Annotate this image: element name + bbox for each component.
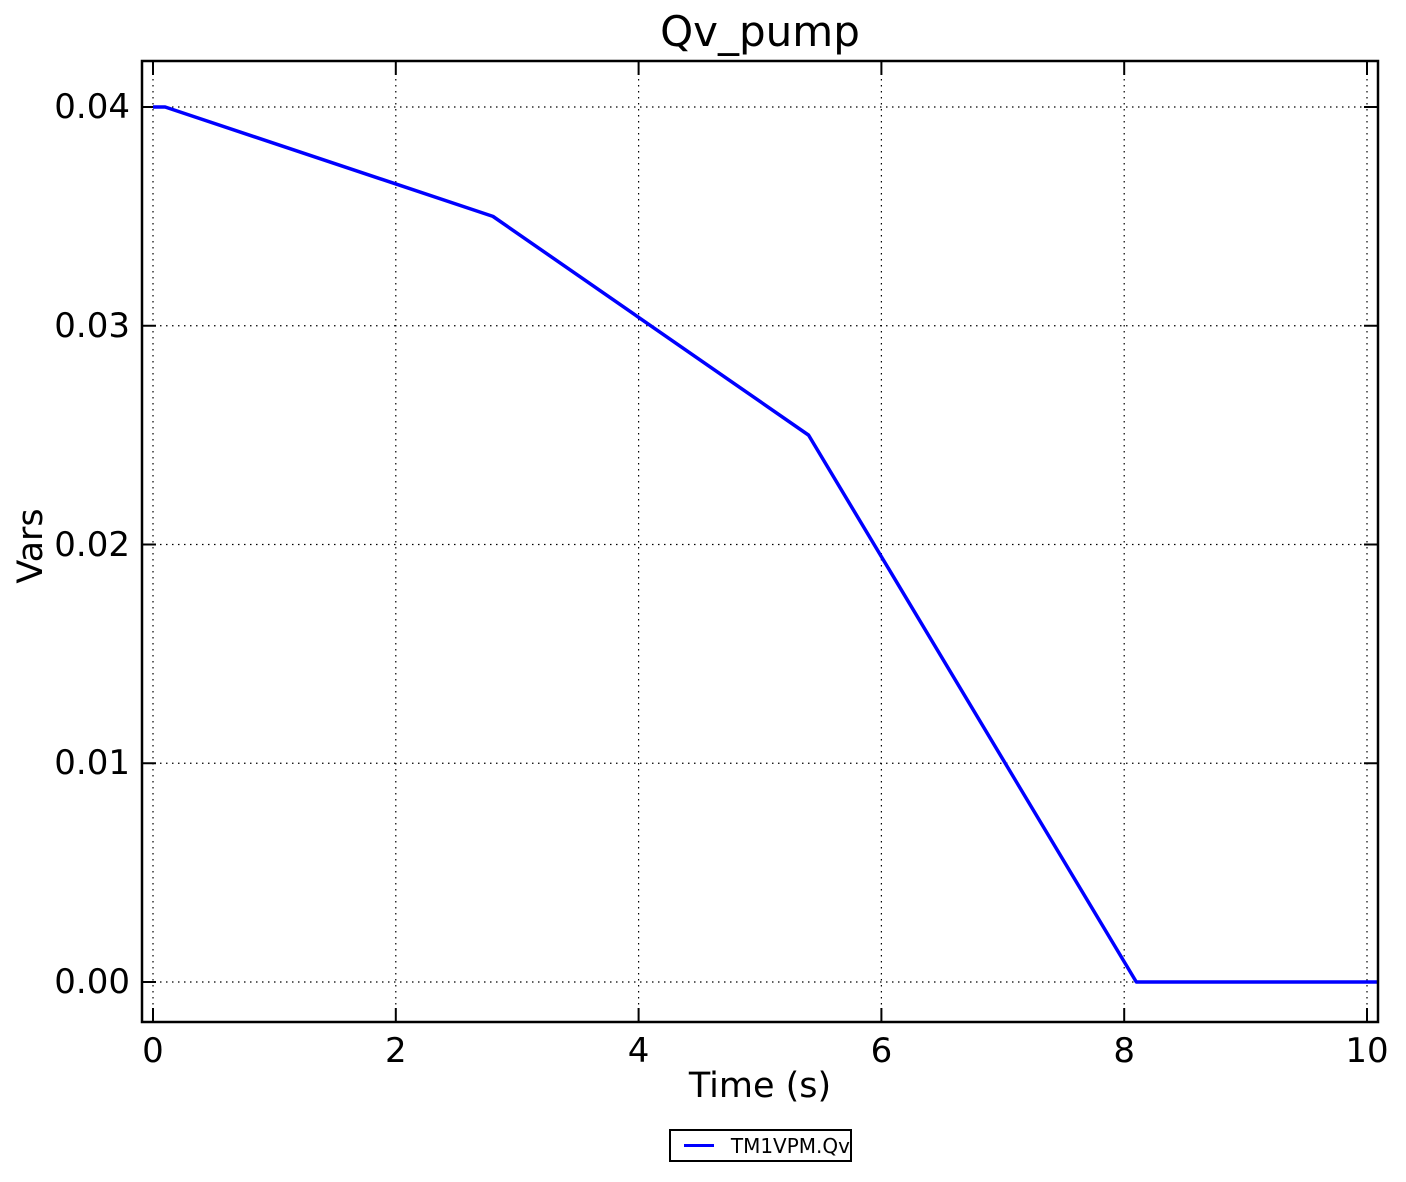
chart-title: Qv_pump bbox=[660, 7, 860, 56]
y-tick-label: 0.01 bbox=[54, 743, 130, 784]
plot-frame bbox=[140, 59, 1380, 1024]
x-axis-label: Time (s) bbox=[688, 1066, 832, 1106]
legend-line-swatch bbox=[684, 1144, 714, 1147]
data-line bbox=[153, 105, 1378, 984]
x-tick-label: 0 bbox=[142, 1031, 164, 1071]
x-tick-label: 8 bbox=[1113, 1031, 1135, 1071]
legend-label: TM1VPM.Qv bbox=[730, 1133, 850, 1158]
x-tick-label: 4 bbox=[627, 1031, 650, 1071]
y-tick-label: 0.03 bbox=[54, 305, 130, 346]
y-tick-label: 0.00 bbox=[54, 962, 130, 1002]
legend: TM1VPM.Qv bbox=[669, 1129, 852, 1162]
y-tick-label: 0.02 bbox=[54, 524, 130, 565]
x-tick-label: 10 bbox=[1345, 1031, 1389, 1071]
x-tick-label: 2 bbox=[384, 1031, 407, 1071]
y-tick-label: 0.04 bbox=[54, 87, 130, 127]
x-tick-label: 6 bbox=[870, 1031, 893, 1071]
